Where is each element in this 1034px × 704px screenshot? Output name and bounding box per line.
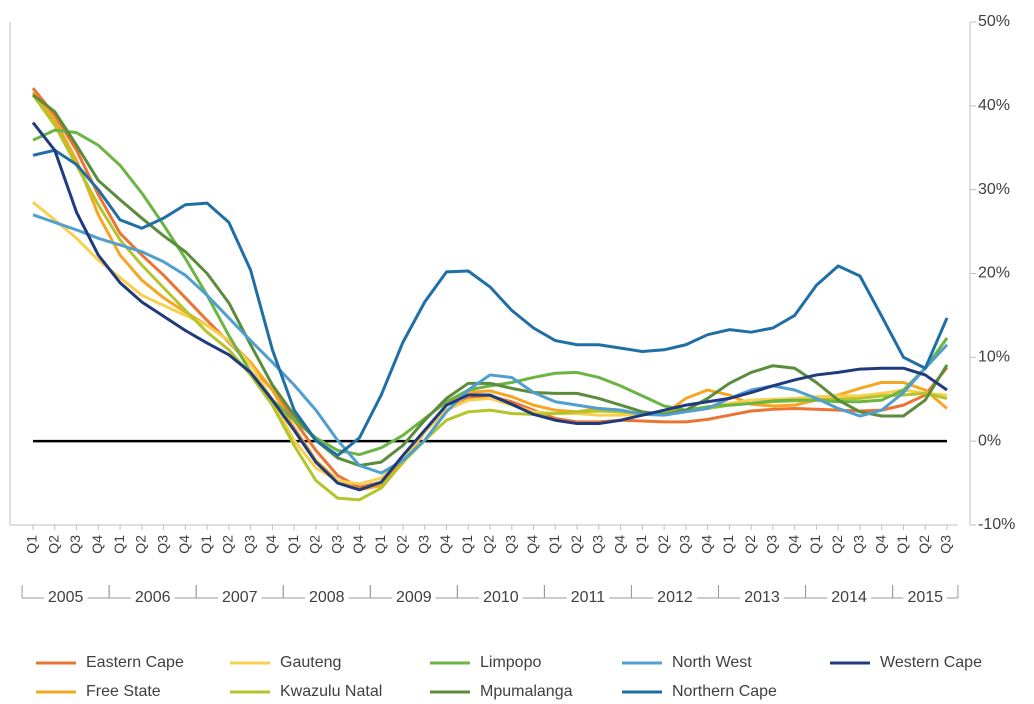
legend-label: Mpumalanga bbox=[480, 683, 573, 700]
series-line bbox=[32, 128, 949, 457]
x-tick-label: Q1 bbox=[24, 535, 40, 554]
x-tick-label: Q3 bbox=[851, 535, 867, 554]
x-tick-label: Q1 bbox=[459, 535, 475, 554]
y-tick-label: -10% bbox=[978, 516, 1015, 533]
group-label: 2007 bbox=[222, 589, 258, 606]
group-label: 2011 bbox=[571, 589, 606, 606]
x-tick-label: Q4 bbox=[611, 535, 627, 554]
legend-label: Eastern Cape bbox=[86, 654, 184, 671]
x-tick-label: Q3 bbox=[154, 535, 170, 554]
group-label: 2006 bbox=[135, 589, 171, 606]
x-tick-label: Q1 bbox=[720, 535, 736, 554]
x-tick-label: Q3 bbox=[415, 535, 431, 554]
x-tick-label: Q2 bbox=[45, 535, 61, 554]
series-line bbox=[31, 121, 948, 492]
x-tick-label: Q1 bbox=[198, 535, 214, 554]
x-tick-label: Q3 bbox=[328, 535, 344, 554]
y-tick-label: 10% bbox=[978, 349, 1010, 366]
legend-label: Gauteng bbox=[280, 654, 341, 671]
x-tick-label: Q4 bbox=[698, 535, 714, 554]
x-tick-label: Q2 bbox=[655, 535, 671, 554]
x-tick-label: Q2 bbox=[307, 535, 323, 554]
group-label: 2010 bbox=[483, 589, 519, 606]
series-line bbox=[32, 93, 949, 467]
x-tick-label: Q2 bbox=[916, 535, 932, 554]
series-line bbox=[32, 201, 948, 486]
legend-label: Kwazulu Natal bbox=[280, 683, 382, 700]
x-tick-label: Q2 bbox=[394, 535, 410, 554]
y-tick-label: 50% bbox=[978, 13, 1010, 30]
group-label: 2012 bbox=[657, 589, 693, 606]
group-label: 2009 bbox=[396, 589, 432, 606]
x-tick-label: Q1 bbox=[633, 535, 649, 554]
x-tick-label: Q4 bbox=[89, 535, 105, 554]
series-line bbox=[31, 94, 948, 502]
series-line bbox=[32, 148, 949, 457]
x-tick-label: Q4 bbox=[263, 535, 279, 554]
y-tick-label: 0% bbox=[978, 432, 1001, 449]
x-tick-label: Q3 bbox=[67, 535, 83, 554]
group-label: 2008 bbox=[309, 589, 345, 606]
x-tick-label: Q4 bbox=[524, 535, 540, 554]
x-tick-label: Q1 bbox=[111, 535, 127, 554]
x-tick-label: Q4 bbox=[350, 535, 366, 554]
x-tick-label: Q4 bbox=[785, 535, 801, 554]
x-tick-label: Q4 bbox=[176, 535, 192, 554]
x-tick-label: Q3 bbox=[590, 535, 606, 554]
legend-label: Western Cape bbox=[880, 654, 982, 671]
x-tick-label: Q1 bbox=[807, 535, 823, 554]
group-label: 2014 bbox=[831, 589, 867, 606]
group-label: 2013 bbox=[744, 589, 780, 606]
y-tick-label: 20% bbox=[978, 265, 1010, 282]
x-tick-label: Q2 bbox=[829, 535, 845, 554]
x-tick-label: Q1 bbox=[285, 535, 301, 554]
legend-label: Limpopo bbox=[480, 654, 541, 671]
legend-label: Northern Cape bbox=[672, 683, 777, 700]
x-tick-label: Q2 bbox=[133, 535, 149, 554]
x-tick-label: Q3 bbox=[241, 535, 257, 554]
x-tick-label: Q2 bbox=[220, 535, 236, 554]
x-tick-label: Q1 bbox=[894, 535, 910, 554]
x-tick-label: Q3 bbox=[938, 535, 954, 554]
x-tick-label: Q4 bbox=[437, 535, 453, 554]
y-tick-label: 40% bbox=[978, 97, 1010, 114]
x-tick-label: Q4 bbox=[872, 535, 888, 554]
x-tick-label: Q3 bbox=[677, 535, 693, 554]
y-tick-label: 30% bbox=[978, 181, 1010, 198]
series-line bbox=[32, 213, 949, 475]
group-label: 2005 bbox=[48, 589, 84, 606]
x-tick-label: Q2 bbox=[481, 535, 497, 554]
x-tick-label: Q1 bbox=[546, 535, 562, 554]
x-tick-label: Q1 bbox=[372, 535, 388, 554]
x-tick-label: Q3 bbox=[502, 535, 518, 554]
group-label: 2015 bbox=[907, 589, 943, 606]
legend-label: North West bbox=[672, 654, 752, 671]
series-line bbox=[31, 91, 948, 492]
legend-label: Free State bbox=[86, 683, 161, 700]
x-tick-label: Q2 bbox=[568, 535, 584, 554]
x-tick-label: Q3 bbox=[764, 535, 780, 554]
x-tick-label: Q2 bbox=[742, 535, 758, 554]
